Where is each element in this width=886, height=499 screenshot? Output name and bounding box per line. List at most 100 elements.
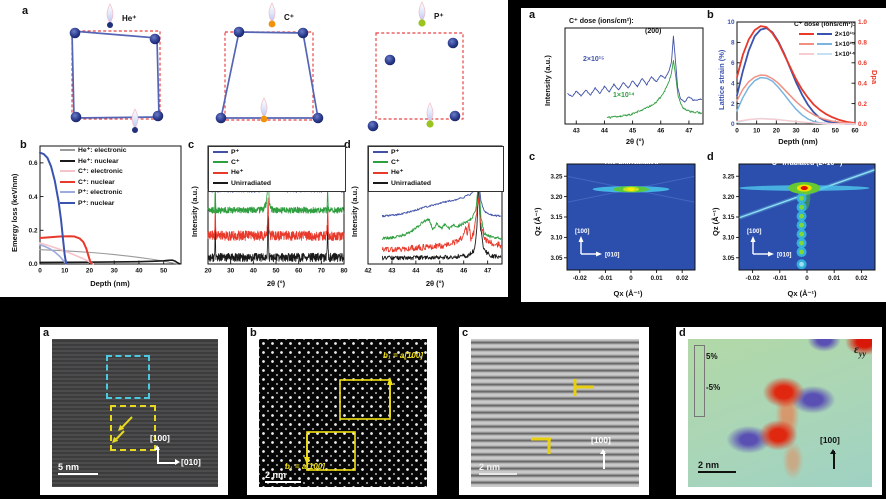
colorbar-min: -5% <box>706 383 721 392</box>
tem-image-atomic: b₁ = a[100] b₁ = a[100] 2 nm <box>259 339 427 487</box>
strain-component-label: εyy <box>853 342 866 359</box>
svg-text:40: 40 <box>812 128 820 135</box>
colorbar-max: 5% <box>706 352 718 361</box>
legend-title: C⁺ dose (ions/cm²): <box>794 21 855 28</box>
ion-beam-icon <box>268 2 276 28</box>
svg-text:3.05: 3.05 <box>550 255 563 262</box>
atom <box>215 112 227 124</box>
crystal-axes: [100] <box>820 435 856 477</box>
strain-map-image: 5% -5% εyy 2 nm [100] <box>688 339 872 487</box>
dir-100: [100] <box>591 435 611 445</box>
strain-dpa-legend: C⁺ dose (ions/cm²): 2×10¹⁵ 1×10¹⁵ 1×10¹⁴ <box>761 20 855 60</box>
scale-bar: 2 nm <box>265 470 301 483</box>
tem-panel-a: a 5 nm [100] [010] <box>40 327 228 495</box>
legend-swatch <box>60 159 75 162</box>
energy-loss-chart: 0 10 20 30 40 50 0.0 0.2 0.4 0.6 <box>29 145 182 275</box>
burgers-label-top: b₁ = a[100] <box>383 351 423 360</box>
panel-label-d: d <box>707 151 714 163</box>
svg-text:3.10: 3.10 <box>722 235 735 242</box>
svg-text:50: 50 <box>832 128 840 135</box>
panel-label-b: b <box>707 9 714 21</box>
legend-swatch <box>60 201 75 204</box>
ion-beam-icon <box>418 1 426 27</box>
figure-dose-and-rsm: a b c d 43 44 45 46 47 C⁺ dose (ions/cm²): (… <box>521 8 886 302</box>
schematic-p: P⁺ <box>367 1 464 132</box>
roi-box-cyan <box>106 355 150 399</box>
ion-beam-icon <box>106 3 114 28</box>
svg-text:30: 30 <box>227 268 235 275</box>
svg-text:30: 30 <box>792 128 800 135</box>
svg-text:3.15: 3.15 <box>550 214 563 221</box>
ion-beam-icon <box>260 97 268 123</box>
rsm-irr-xlabel: Qx (Å⁻¹) <box>787 289 817 298</box>
atom <box>233 26 245 38</box>
panel-label-c: c <box>529 151 536 163</box>
crystal-axes: [100] <box>591 435 625 477</box>
rsm-unirr-title: The unirradiated <box>603 159 659 166</box>
dose-curve-label-1e14: 1×10¹⁴ <box>613 92 635 99</box>
svg-text:0.6: 0.6 <box>29 160 38 167</box>
dislocation-symbols <box>531 379 594 454</box>
panel-label-a: a <box>43 327 50 339</box>
burgers-circuits <box>304 377 393 471</box>
panel-label-b: b <box>20 139 27 151</box>
svg-text:0.6: 0.6 <box>858 60 867 67</box>
legend-swatch <box>213 151 228 154</box>
svg-text:0.8: 0.8 <box>858 40 867 47</box>
svg-text:44: 44 <box>412 268 420 275</box>
svg-text:0: 0 <box>629 275 633 282</box>
svg-text:60: 60 <box>295 268 303 275</box>
panel-label-c: c <box>188 139 195 151</box>
rsm-unirr-xlabel: Qx (Å⁻¹) <box>613 289 643 298</box>
distorted-cell <box>219 31 320 119</box>
xrd-dose-ylabel: Intensity (a.u.) <box>543 55 552 106</box>
svg-text:3.20: 3.20 <box>550 194 563 201</box>
legend-swatch <box>373 181 388 184</box>
panel-label-d: d <box>344 139 351 151</box>
svg-text:0.0: 0.0 <box>858 121 867 128</box>
svg-text:[010]: [010] <box>605 252 619 259</box>
svg-text:0: 0 <box>735 128 739 135</box>
svg-text:70: 70 <box>318 268 326 275</box>
svg-text:40: 40 <box>250 268 258 275</box>
svg-text:[100]: [100] <box>747 228 761 235</box>
atom <box>69 27 81 39</box>
strain-xlabel: Depth (nm) <box>778 137 818 146</box>
atom <box>367 120 379 132</box>
svg-text:3.25: 3.25 <box>550 173 563 180</box>
svg-text:4: 4 <box>731 80 735 87</box>
schematic-c: C⁺ <box>215 2 324 124</box>
svg-text:0: 0 <box>38 268 42 275</box>
tem-image-fringes: 2 nm [100] <box>471 339 639 487</box>
ion-label-he: He⁺ <box>122 14 136 23</box>
dpa-ylabel: Dpa <box>870 70 879 85</box>
legend-swatch <box>373 161 388 164</box>
svg-text:0.01: 0.01 <box>651 275 664 282</box>
xrd-zoom-legend: P⁺ C⁺ He⁺ Unirradiated <box>368 146 504 192</box>
scale-bar: 2 nm <box>479 462 517 475</box>
rsm-irr-title: C⁺ irradiated (2×10¹⁵) <box>771 160 843 167</box>
energy-loss-ylabel: Emergy loss (keV/nm) <box>10 173 19 252</box>
svg-text:6: 6 <box>731 60 735 67</box>
scale-bar: 5 nm <box>58 462 98 475</box>
legend-swatch <box>60 180 75 183</box>
atom <box>70 111 82 123</box>
svg-text:8: 8 <box>731 40 735 47</box>
svg-text:10: 10 <box>753 128 761 135</box>
dir-100: [100] <box>820 435 840 445</box>
rsm-unirr-ylabel: Qz (Å⁻¹) <box>533 207 542 236</box>
xrd-full-legend: P⁺ C⁺ He⁺ Unirradiated <box>208 146 346 192</box>
svg-text:-0.02: -0.02 <box>746 275 761 282</box>
atom <box>449 110 461 122</box>
strain-dpa-chart: 0 10 20 30 40 50 60 0 2 4 6 8 10 0.0 0.2 0.4 0.6 0.8 1.0 <box>727 19 867 135</box>
svg-text:43: 43 <box>573 128 581 135</box>
dir-100: [100] <box>150 433 170 443</box>
svg-text:45: 45 <box>629 128 637 135</box>
right-arrow-icon <box>157 459 180 465</box>
strain-ylabel: Lattice strain (%) <box>717 49 726 110</box>
panel-label-a: a <box>529 9 536 21</box>
svg-text:80: 80 <box>340 268 348 275</box>
xrd-zoom-chart: 42 43 44 45 46 47 <box>364 145 503 275</box>
rsm-unirradiated: -0.02 -0.01 0 0.01 0.02 3.05 3.10 3.15 3.20 3.25 [… <box>550 163 696 282</box>
